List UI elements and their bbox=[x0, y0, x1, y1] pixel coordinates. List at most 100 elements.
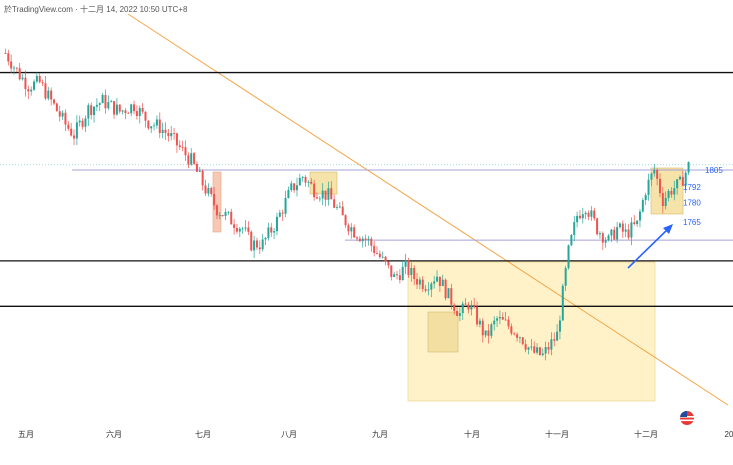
candle-body bbox=[650, 173, 653, 180]
candle-body bbox=[341, 206, 344, 216]
candle-body bbox=[298, 177, 301, 186]
candle-body bbox=[155, 119, 158, 126]
chart-header: 於TradingView.com · 十二月 14, 2022 10:50 UT… bbox=[4, 4, 188, 14]
candle-body bbox=[138, 108, 141, 117]
candle-body bbox=[153, 125, 156, 127]
candle-body bbox=[327, 188, 330, 200]
candle-body bbox=[473, 304, 476, 307]
candle-body bbox=[450, 288, 453, 305]
candle-body bbox=[598, 233, 601, 235]
candle-body bbox=[218, 215, 221, 216]
x-tick-label: 十一月 bbox=[545, 429, 569, 439]
candle-body bbox=[21, 77, 24, 80]
candle-body bbox=[493, 320, 496, 325]
us-flag-icon bbox=[680, 410, 694, 425]
candle-body bbox=[195, 163, 198, 172]
candle-body bbox=[164, 129, 167, 133]
candle-body bbox=[678, 176, 681, 180]
candle-body bbox=[201, 170, 204, 186]
candle-body bbox=[241, 228, 244, 230]
candle-body bbox=[433, 281, 436, 284]
up-arrow-head bbox=[663, 224, 673, 234]
candle-body bbox=[210, 187, 213, 195]
candle-body bbox=[18, 68, 21, 80]
candle-body bbox=[158, 119, 161, 134]
candle-body bbox=[490, 324, 493, 336]
candle-body bbox=[384, 256, 387, 262]
candle-body bbox=[193, 153, 196, 164]
candle-body bbox=[250, 231, 253, 251]
candle-body bbox=[4, 53, 7, 54]
candle-body bbox=[27, 89, 30, 92]
candle-body bbox=[358, 238, 361, 242]
candle-body bbox=[604, 240, 607, 243]
candle-body bbox=[424, 288, 427, 291]
candle-body bbox=[478, 320, 481, 325]
candle-body bbox=[335, 207, 338, 208]
candle-body bbox=[318, 198, 321, 200]
candle-body bbox=[161, 129, 164, 134]
candle-body bbox=[467, 304, 470, 310]
candle-body bbox=[656, 169, 659, 179]
candle-body bbox=[84, 118, 87, 127]
candle-body bbox=[284, 197, 287, 214]
candle-body bbox=[110, 101, 113, 103]
candle-body bbox=[510, 326, 513, 334]
candle-body bbox=[344, 215, 347, 226]
x-tick-label: 九月 bbox=[372, 430, 388, 439]
candle-body bbox=[573, 222, 576, 235]
candle-body bbox=[13, 67, 16, 69]
candle-body bbox=[367, 238, 370, 240]
candle-body bbox=[73, 135, 76, 139]
candle-body bbox=[607, 235, 610, 241]
candle-body bbox=[504, 319, 507, 321]
candle-body bbox=[544, 347, 547, 354]
candle-body bbox=[498, 317, 501, 319]
x-tick-label: 七月 bbox=[195, 430, 211, 439]
candle-body bbox=[333, 199, 336, 208]
candle-body bbox=[293, 183, 296, 191]
candle-body bbox=[181, 147, 184, 148]
candle-body bbox=[470, 304, 473, 310]
candle-body bbox=[553, 339, 556, 341]
trend-line bbox=[127, 13, 729, 406]
candle-body bbox=[581, 214, 584, 219]
x-tick-label: 五月 bbox=[18, 430, 34, 439]
x-tick-label: 八月 bbox=[281, 430, 297, 439]
candle-body bbox=[101, 94, 104, 104]
candle-body bbox=[538, 347, 541, 355]
candle-body bbox=[518, 337, 521, 339]
candle-body bbox=[387, 261, 390, 266]
price-label: 1780 bbox=[683, 198, 701, 207]
candle-body bbox=[570, 234, 573, 246]
candle-body bbox=[295, 185, 298, 191]
candle-body bbox=[590, 210, 593, 217]
candle-body bbox=[330, 188, 333, 200]
candle-body bbox=[247, 227, 250, 232]
candle-body bbox=[287, 189, 290, 198]
x-tick-label: 20 bbox=[725, 430, 733, 439]
x-tick-label: 六月 bbox=[106, 429, 122, 439]
candle-body bbox=[610, 229, 613, 236]
candle-body bbox=[613, 229, 616, 240]
candle-body bbox=[630, 222, 633, 238]
candle-body bbox=[684, 172, 687, 186]
candle-body bbox=[430, 283, 433, 290]
candle-body bbox=[524, 344, 527, 350]
candle-body bbox=[55, 103, 58, 112]
candle-body bbox=[41, 82, 44, 84]
candle-body bbox=[204, 185, 207, 194]
candle-body bbox=[484, 330, 487, 336]
candle-body bbox=[436, 276, 439, 282]
candle-body bbox=[513, 333, 516, 335]
candle-body bbox=[376, 252, 379, 254]
candle-body bbox=[175, 133, 178, 146]
candle-body bbox=[676, 179, 679, 189]
candle-body bbox=[253, 240, 256, 251]
candle-body bbox=[70, 128, 73, 136]
candle-body bbox=[67, 124, 70, 129]
candle-body bbox=[636, 220, 639, 225]
candle-body bbox=[578, 215, 581, 219]
candle-body bbox=[321, 190, 324, 199]
candle-body bbox=[667, 190, 670, 198]
